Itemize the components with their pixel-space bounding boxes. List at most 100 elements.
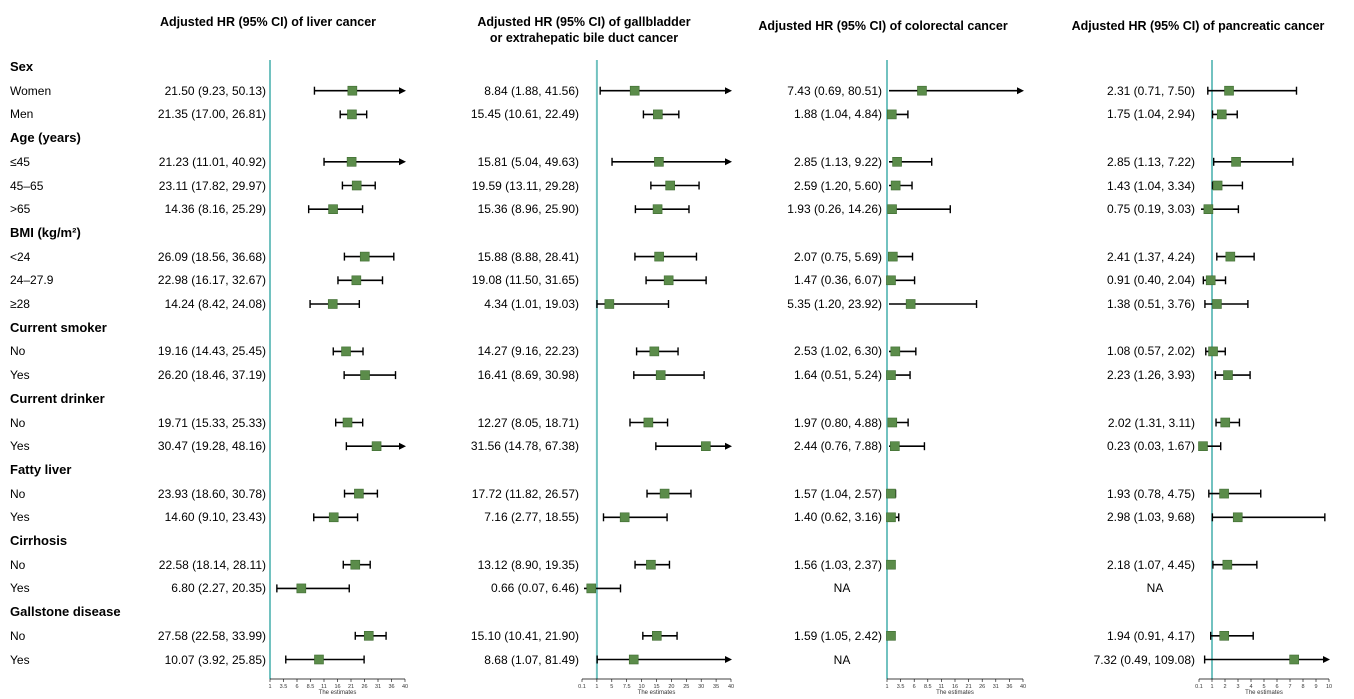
hr-point: [347, 109, 357, 120]
hr-ci-value: 8.68 (1.07, 81.49): [484, 652, 579, 667]
group-label: Current smoker: [10, 319, 107, 335]
hr-point: [886, 370, 896, 380]
hr-ci-value: 15.10 (10.41, 21.90): [470, 628, 579, 643]
x-tick-label: 10: [1326, 684, 1332, 690]
hr-ci-value: 0.75 (0.19, 3.03): [1106, 202, 1195, 217]
x-tick-label: 9: [1314, 684, 1317, 690]
hr-point: [328, 204, 338, 214]
hr-point: [351, 180, 362, 191]
subgroup-label: <24: [10, 249, 31, 264]
x-tick-label: 6: [1275, 684, 1278, 690]
hr-ci-value: 1.88 (1.04, 4.84): [793, 107, 882, 122]
panel-title: Adjusted HR (95% CI) of gallbladder or e…: [477, 15, 691, 45]
hr-ci-value: 10.07 (3.92, 25.85): [164, 652, 266, 667]
subgroup-label: No: [10, 628, 26, 643]
x-tick-label: 25: [683, 684, 689, 690]
hr-point: [1224, 85, 1234, 96]
x-tick-label: 20: [668, 684, 674, 690]
hr-ci-value: 1.94 (0.91, 4.17): [1106, 628, 1195, 643]
hr-ci-value: 2.23 (1.26, 3.93): [1106, 368, 1195, 383]
hr-point: [886, 559, 896, 570]
hr-point: [1216, 109, 1227, 120]
group-label: BMI (kg/m²): [10, 224, 81, 240]
subgroup-label: Men: [10, 107, 34, 122]
hr-ci-value: 19.16 (14.43, 25.45): [157, 344, 266, 359]
hr-point: [646, 559, 656, 570]
hr-ci-value: 21.35 (17.00, 26.81): [157, 107, 266, 122]
ci-arrow: [1017, 87, 1024, 95]
hr-ci-value: 26.09 (18.56, 36.68): [157, 249, 266, 264]
hr-point: [886, 630, 896, 641]
hr-ci-value: 16.41 (8.69, 30.98): [477, 368, 579, 383]
x-tick-label: 21: [348, 684, 354, 690]
panel-title: Adjusted HR (95% CI) of colorectal cance…: [758, 19, 1008, 33]
hr-ci-value: 8.84 (1.88, 41.56): [484, 83, 579, 98]
hr-ci-value: 1.59 (1.05, 2.42): [793, 628, 882, 643]
hr-ci-value: 15.88 (8.88, 28.41): [477, 249, 579, 264]
x-tick-label: 1: [268, 684, 271, 690]
hr-point: [654, 251, 664, 262]
hr-point: [905, 299, 916, 309]
subgroup-label: Yes: [10, 368, 30, 383]
hr-point: [887, 204, 897, 214]
group-label: Current drinker: [10, 390, 105, 406]
subgroup-label: No: [10, 344, 26, 359]
x-tick-label: 8.5: [307, 684, 315, 690]
hr-point: [663, 275, 674, 286]
x-tick-label: 35: [713, 684, 719, 690]
hr-point: [346, 157, 357, 167]
hr-ci-value: 1.97 (0.80, 4.88): [793, 415, 882, 430]
hr-ci-value: 5.35 (1.20, 23.92): [787, 297, 882, 311]
x-tick-label: 5: [1262, 684, 1265, 690]
hr-ci-value: 22.98 (16.17, 32.67): [157, 273, 266, 288]
ci-arrow: [1323, 656, 1330, 663]
hr-point: [296, 583, 307, 594]
hr-point: [1223, 370, 1233, 380]
hr-point: [701, 441, 711, 452]
hr-ci-value: 23.93 (18.60, 30.78): [157, 486, 266, 501]
x-axis-title: The estimates: [319, 690, 357, 696]
hr-ci-value: 1.08 (0.57, 2.02): [1106, 344, 1195, 359]
hr-point: [659, 488, 670, 499]
x-tick-label: 3.5: [280, 684, 288, 690]
hr-ci-value: 31.56 (14.78, 67.38): [470, 439, 579, 454]
ci-arrow: [399, 87, 406, 95]
hr-ci-value: 14.24 (8.42, 24.08): [164, 297, 266, 311]
hr-point: [652, 204, 663, 214]
x-tick-label: 1: [1210, 684, 1213, 690]
x-tick-label: 10: [639, 684, 645, 690]
hr-point: [1198, 441, 1208, 452]
subgroup-label: Yes: [10, 652, 30, 667]
x-tick-label: 0.1: [578, 684, 586, 690]
hr-point: [649, 346, 660, 357]
hr-ci-value: 15.36 (8.96, 25.90): [477, 202, 579, 217]
hr-ci-value: 2.85 (1.13, 9.22): [793, 154, 882, 169]
hr-ci-value: 21.23 (11.01, 40.92): [158, 154, 266, 169]
hr-ci-value: 2.31 (0.71, 7.50): [1106, 83, 1195, 98]
hr-point: [887, 417, 898, 428]
x-tick-label: 36: [388, 684, 394, 690]
hr-point: [586, 583, 597, 594]
hr-ci-value: 1.93 (0.26, 14.26): [787, 202, 882, 217]
group-label: Gallstone disease: [10, 604, 121, 620]
x-tick-label: 0.1: [1195, 684, 1203, 690]
x-tick-label: 3.5: [897, 684, 905, 690]
ci-arrow: [725, 442, 732, 450]
hr-ci-value: 7.16 (2.77, 18.55): [484, 510, 579, 525]
x-axis-title: The estimates: [638, 690, 676, 696]
ci-arrow: [725, 158, 732, 166]
x-tick-label: 7: [1288, 684, 1291, 690]
hr-point: [886, 512, 896, 523]
hr-point: [1225, 251, 1236, 262]
hr-point: [1231, 157, 1241, 167]
hr-point: [1208, 346, 1218, 357]
hr-point: [328, 512, 339, 523]
hr-ci-value: 2.02 (1.31, 3.11): [1107, 415, 1195, 430]
hr-ci-value: 30.47 (19.28, 48.16): [157, 439, 266, 454]
x-tick-label: 6: [913, 684, 916, 690]
x-tick-label: 40: [402, 684, 408, 690]
hr-point: [350, 559, 361, 570]
x-tick-label: 1: [595, 684, 598, 690]
x-tick-label: 2: [1223, 684, 1226, 690]
